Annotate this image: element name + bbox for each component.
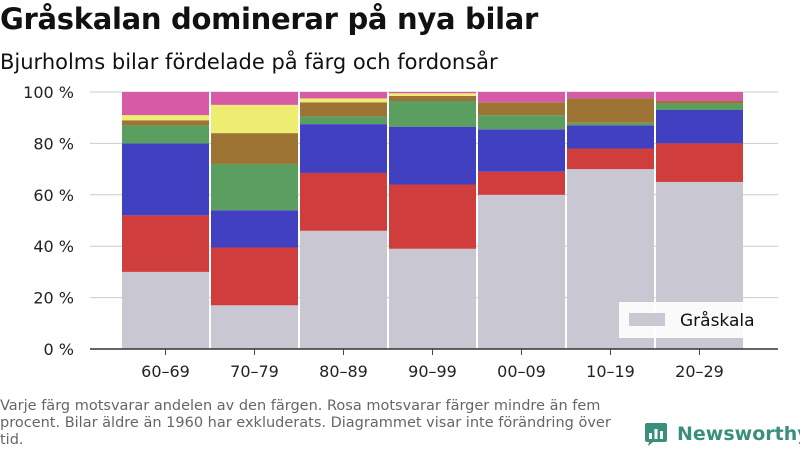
- bar-segment: [300, 92, 387, 99]
- bar-segment: [389, 100, 476, 127]
- bar-segment: [300, 230, 387, 349]
- bar-segment: [122, 92, 209, 116]
- x-tick-label: 10–19: [586, 362, 635, 381]
- x-tick-label: 70–79: [230, 362, 279, 381]
- bar-segment: [300, 98, 387, 103]
- bar-segment: [656, 100, 743, 104]
- bar-segment: [478, 129, 565, 172]
- bar-segment: [122, 271, 209, 349]
- bar-segment: [389, 184, 476, 249]
- bar-segment: [211, 104, 298, 134]
- y-tick-label: 40 %: [33, 237, 74, 256]
- bar-segment: [211, 163, 298, 211]
- bar-segment: [567, 122, 654, 126]
- chart-title: Gråskalan dominerar på nya bilar: [0, 2, 539, 36]
- brand-name: Newsworthy: [677, 423, 800, 445]
- bar-segment: [656, 103, 743, 110]
- stacked-bar-chart: 0 % 20 % 40 % 60 % 80 % 100 % 60–69 70–79 80–89…: [23, 83, 778, 381]
- bar-segment: [567, 148, 654, 170]
- x-axis-ticks: 60–69 70–79 80–89 90–99 00–09 10–19 20–29: [141, 349, 724, 381]
- y-tick-label: 100 %: [23, 83, 74, 102]
- bar-segment: [478, 115, 565, 130]
- x-tick-label: 20–29: [675, 362, 724, 381]
- y-tick-label: 80 %: [33, 134, 74, 153]
- bar-segment: [300, 172, 387, 231]
- bar-segment: [122, 120, 209, 126]
- bar-segment: [656, 143, 743, 182]
- bar-segment: [656, 92, 743, 101]
- bar-segment: [211, 305, 298, 349]
- bar-segment: [567, 98, 654, 123]
- y-tick-label: 0 %: [44, 340, 74, 359]
- chart-subtitle: Bjurholms bilar fördelade på färg och fo…: [0, 50, 498, 74]
- x-tick-label: 60–69: [141, 362, 190, 381]
- bar-segment: [122, 125, 209, 144]
- y-tick-label: 20 %: [33, 289, 74, 308]
- newsworthy-chart-icon: [645, 423, 667, 446]
- bar-segment: [122, 115, 209, 121]
- bar-segment: [122, 143, 209, 216]
- x-tick-label: 80–89: [319, 362, 368, 381]
- bar-segment: [478, 171, 565, 195]
- bar-segment: [300, 116, 387, 125]
- x-tick-label: 90–99: [408, 362, 457, 381]
- bar-segment: [211, 92, 298, 105]
- bar-segment: [478, 92, 565, 103]
- bar-segment: [389, 95, 476, 101]
- y-axis-ticks: 0 % 20 % 40 % 60 % 80 % 100 %: [23, 83, 74, 359]
- bar-segment: [300, 124, 387, 173]
- bar-segment: [567, 92, 654, 99]
- bar-segment: [389, 126, 476, 185]
- bar-segment: [389, 92, 476, 94]
- legend-swatch: [629, 313, 665, 326]
- bar-segment: [478, 102, 565, 116]
- bar-segment: [567, 125, 654, 149]
- bar-segment: [389, 248, 476, 349]
- bar-segment: [211, 133, 298, 164]
- footnote: Varje färg motsvarar andelen av den färg…: [0, 398, 611, 448]
- bar-segment: [478, 194, 565, 349]
- legend-label: Gråskala: [680, 310, 755, 331]
- bar-segment: [122, 215, 209, 272]
- y-tick-label: 60 %: [33, 186, 74, 205]
- bar-segment: [211, 210, 298, 248]
- bar-segment: [300, 102, 387, 117]
- bars: [122, 92, 743, 349]
- bar-segment: [656, 109, 743, 144]
- x-tick-label: 00–09: [497, 362, 546, 381]
- legend: Gråskala: [619, 302, 777, 338]
- bar-segment: [211, 247, 298, 306]
- bar-segment: [389, 93, 476, 96]
- brand: Newsworthy: [644, 420, 800, 448]
